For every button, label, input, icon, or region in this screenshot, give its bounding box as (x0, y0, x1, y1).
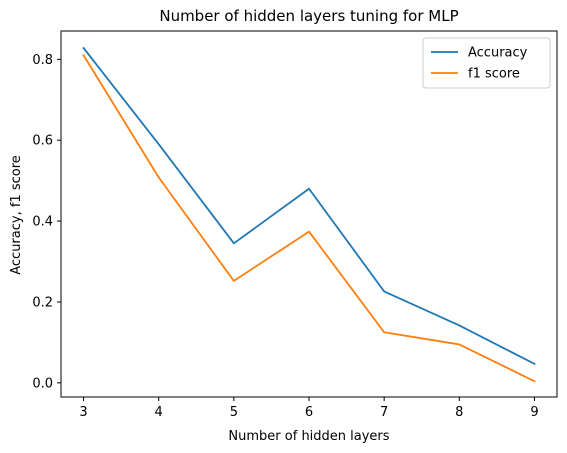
x-axis-title: Number of hidden layers (228, 429, 389, 444)
legend-label-2: f1 score (468, 67, 520, 82)
legend: Accuracy f1 score (422, 37, 551, 89)
legend-label-1: Accuracy (468, 46, 528, 61)
y-tick-label: 0.4 (32, 215, 53, 230)
y-tick-label: 0.6 (32, 134, 53, 149)
series-line-2 (82, 54, 536, 383)
legend-box (422, 37, 551, 89)
y-tick-label: 0.0 (32, 376, 53, 391)
series-line-1 (82, 46, 536, 366)
x-tick-label: 8 (455, 405, 463, 420)
x-axis: 3 4 5 6 7 8 9 (79, 397, 539, 420)
chart-title: Number of hidden layers tuning for MLP (159, 7, 458, 25)
x-tick-label: 6 (305, 405, 313, 420)
x-tick-label: 3 (79, 405, 87, 420)
x-tick-label: 5 (230, 405, 238, 420)
y-axis-title: Accuracy, f1 score (9, 155, 24, 275)
y-tick-label: 0.2 (32, 295, 53, 310)
y-tick-label: 0.8 (32, 53, 53, 68)
x-tick-label: 4 (155, 405, 163, 420)
y-axis: 0.0 0.2 0.4 0.6 0.8 (32, 53, 61, 391)
x-tick-label: 7 (380, 405, 388, 420)
x-tick-label: 9 (530, 405, 538, 420)
